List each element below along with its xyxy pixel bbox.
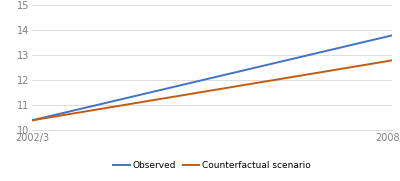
Legend: Observed, Counterfactual scenario: Observed, Counterfactual scenario (110, 157, 314, 174)
